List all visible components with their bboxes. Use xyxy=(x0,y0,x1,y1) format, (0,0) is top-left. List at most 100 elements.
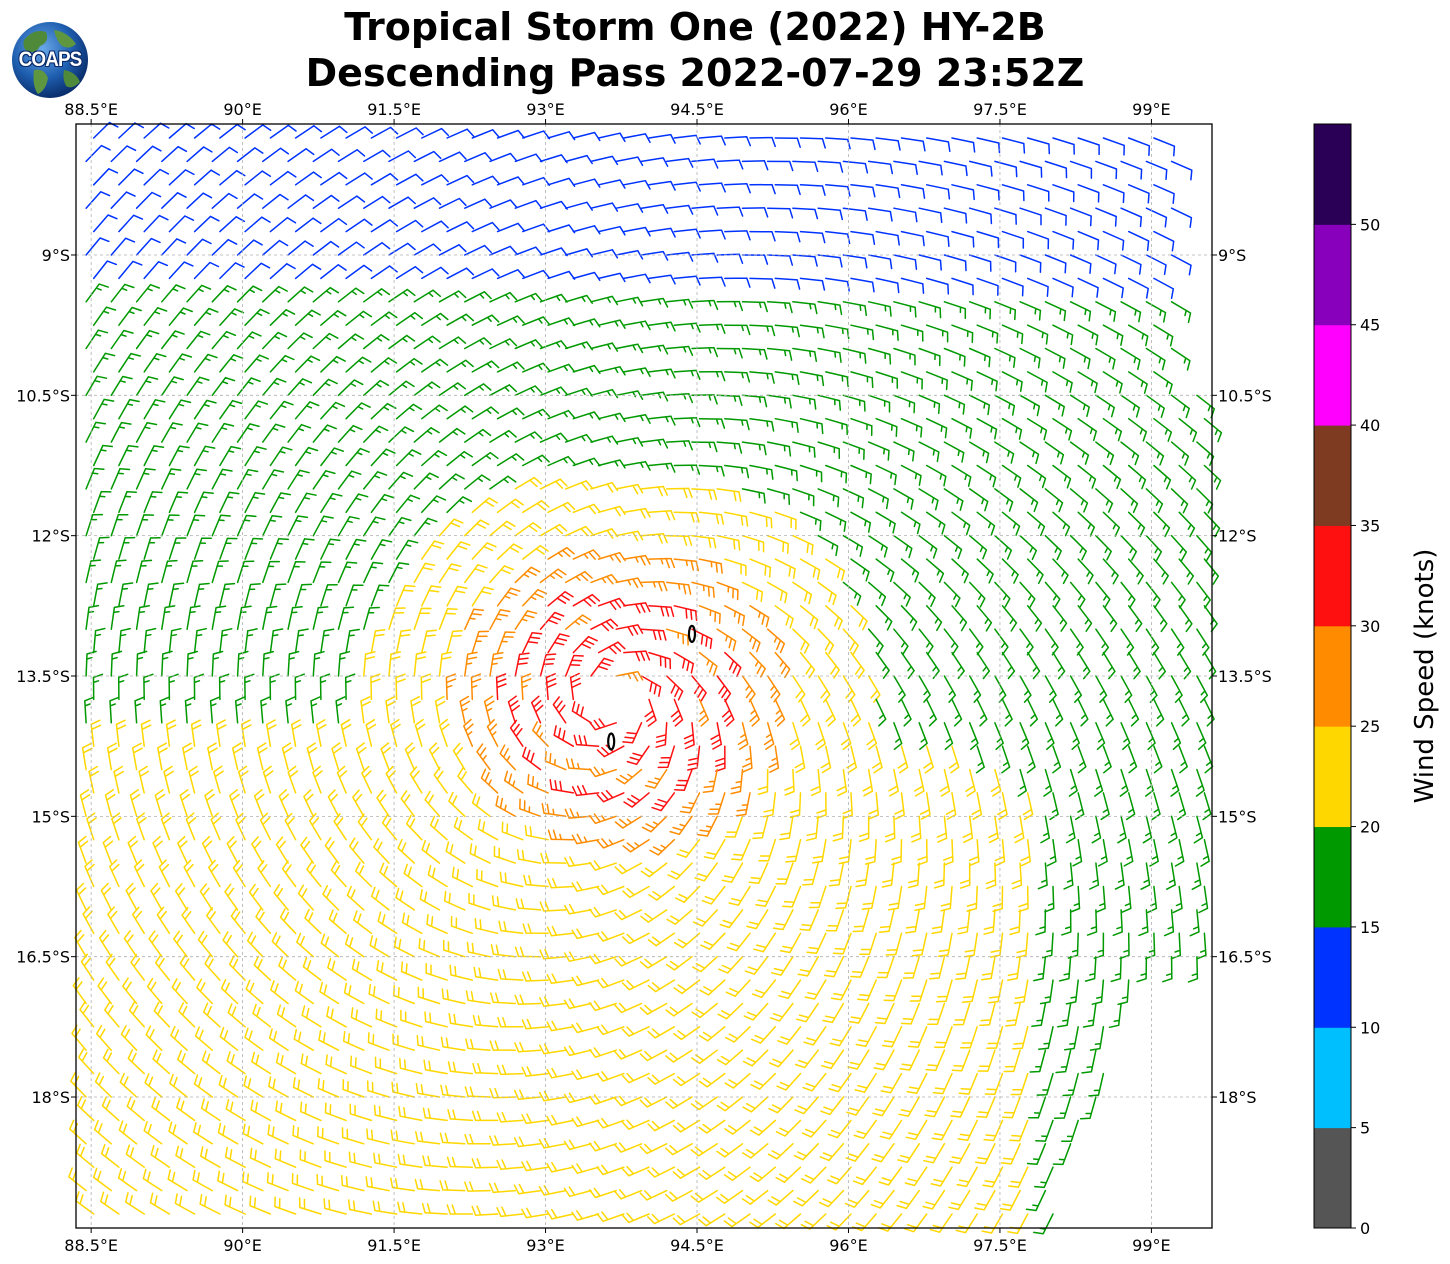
wind-barb xyxy=(373,1152,398,1168)
wind-barb xyxy=(752,815,769,840)
wind-barb xyxy=(471,175,500,186)
wind-barb xyxy=(210,812,222,841)
wind-barb xyxy=(325,1054,347,1075)
wind-barb xyxy=(1142,815,1153,844)
wind-barb xyxy=(539,523,568,537)
wind-barb xyxy=(522,316,551,326)
wind-barb xyxy=(844,1189,870,1208)
wind-barb xyxy=(615,343,644,354)
wind-barb xyxy=(797,955,819,977)
wind-barb xyxy=(451,866,474,888)
wind-barb xyxy=(330,861,347,888)
wind-barb xyxy=(719,909,744,929)
wind-barb xyxy=(1002,1096,1021,1119)
wind-barb xyxy=(597,459,626,469)
wind-barb xyxy=(1063,1026,1079,1051)
wind-barb xyxy=(547,270,576,280)
wind-barb xyxy=(691,299,719,311)
wind-barb xyxy=(438,427,466,443)
wind-barb xyxy=(930,1166,953,1187)
wind-barb xyxy=(823,955,845,978)
wind-barb xyxy=(694,862,718,882)
wind-barb xyxy=(571,1022,600,1034)
wind-barb xyxy=(999,1189,1021,1211)
wind-barb xyxy=(293,1029,315,1051)
wind-barb xyxy=(265,719,277,747)
wind-barb xyxy=(968,675,982,703)
wind-barb xyxy=(183,859,196,888)
colorbar-segment xyxy=(1314,1027,1351,1129)
wind-barb xyxy=(918,254,942,271)
wind-barb xyxy=(79,1000,95,1028)
wind-barb xyxy=(97,977,113,1005)
wind-barb xyxy=(370,539,393,560)
wind-barb xyxy=(1196,441,1215,467)
wind-barb xyxy=(750,1072,777,1090)
wind-barb xyxy=(413,651,427,677)
wind-barb xyxy=(1001,371,1023,392)
wind-barb xyxy=(312,765,323,794)
wind-barb xyxy=(990,768,1002,797)
wind-barb xyxy=(173,930,188,958)
wind-barb xyxy=(674,885,701,903)
wind-barb xyxy=(893,488,914,510)
wind-barb xyxy=(799,464,823,483)
wind-barb xyxy=(94,1072,113,1098)
wind-barb xyxy=(416,1034,441,1051)
wind-barb xyxy=(395,494,421,514)
wind-barb xyxy=(1127,184,1150,204)
wind-barb xyxy=(950,1096,971,1118)
wind-barb xyxy=(1170,441,1190,466)
wind-barb xyxy=(724,371,751,383)
wind-barb xyxy=(219,123,246,139)
land-layer xyxy=(607,624,697,751)
wind-barb xyxy=(867,254,893,270)
wind-barb xyxy=(262,331,288,350)
wind-barb xyxy=(716,347,743,359)
wind-barb xyxy=(547,177,576,187)
wind-barb xyxy=(388,380,415,397)
wind-barb xyxy=(641,815,668,833)
wind-barb xyxy=(98,929,113,958)
wind-barb xyxy=(539,200,568,210)
wind-barb xyxy=(450,915,474,935)
wind-barb xyxy=(639,1049,668,1062)
wind-barb xyxy=(413,562,436,584)
wind-barb xyxy=(1102,371,1123,394)
wind-barb xyxy=(955,955,971,981)
wind-barb xyxy=(299,1101,322,1122)
wind-barb xyxy=(871,1143,895,1163)
wind-barb xyxy=(1127,230,1150,252)
wind-barb xyxy=(438,651,453,677)
wind-barb xyxy=(1166,862,1176,890)
lon-tick-label: 90°E xyxy=(223,100,261,119)
colorbar-tick-label: 40 xyxy=(1360,416,1380,435)
wind-barb xyxy=(724,324,751,336)
wind-barb xyxy=(1095,207,1117,227)
wind-barb xyxy=(370,311,398,326)
wind-barb xyxy=(234,696,246,724)
wind-barb xyxy=(268,1076,289,1098)
wind-barb xyxy=(792,534,814,556)
wind-barb xyxy=(464,1086,491,1098)
wind-barb xyxy=(301,1005,322,1028)
wind-barb xyxy=(1069,675,1083,703)
wind-barb xyxy=(85,559,102,584)
wind-barb xyxy=(799,324,825,339)
wind-barb xyxy=(118,122,145,139)
wind-barb xyxy=(539,948,567,960)
wind-barb xyxy=(521,1018,549,1030)
wind-barb xyxy=(496,361,525,373)
colorbar-frame xyxy=(1313,123,1352,1229)
wind-barb xyxy=(269,583,287,607)
wind-barb xyxy=(400,961,423,981)
wind-barb xyxy=(1072,838,1083,867)
wind-barb xyxy=(724,651,742,678)
wind-barb xyxy=(648,557,676,569)
wind-barb xyxy=(1127,558,1144,585)
wind-barb xyxy=(281,742,293,771)
wind-barb xyxy=(120,1025,138,1051)
wind-barb xyxy=(320,310,347,326)
wind-barb xyxy=(994,534,1013,560)
wind-barb xyxy=(77,835,89,864)
